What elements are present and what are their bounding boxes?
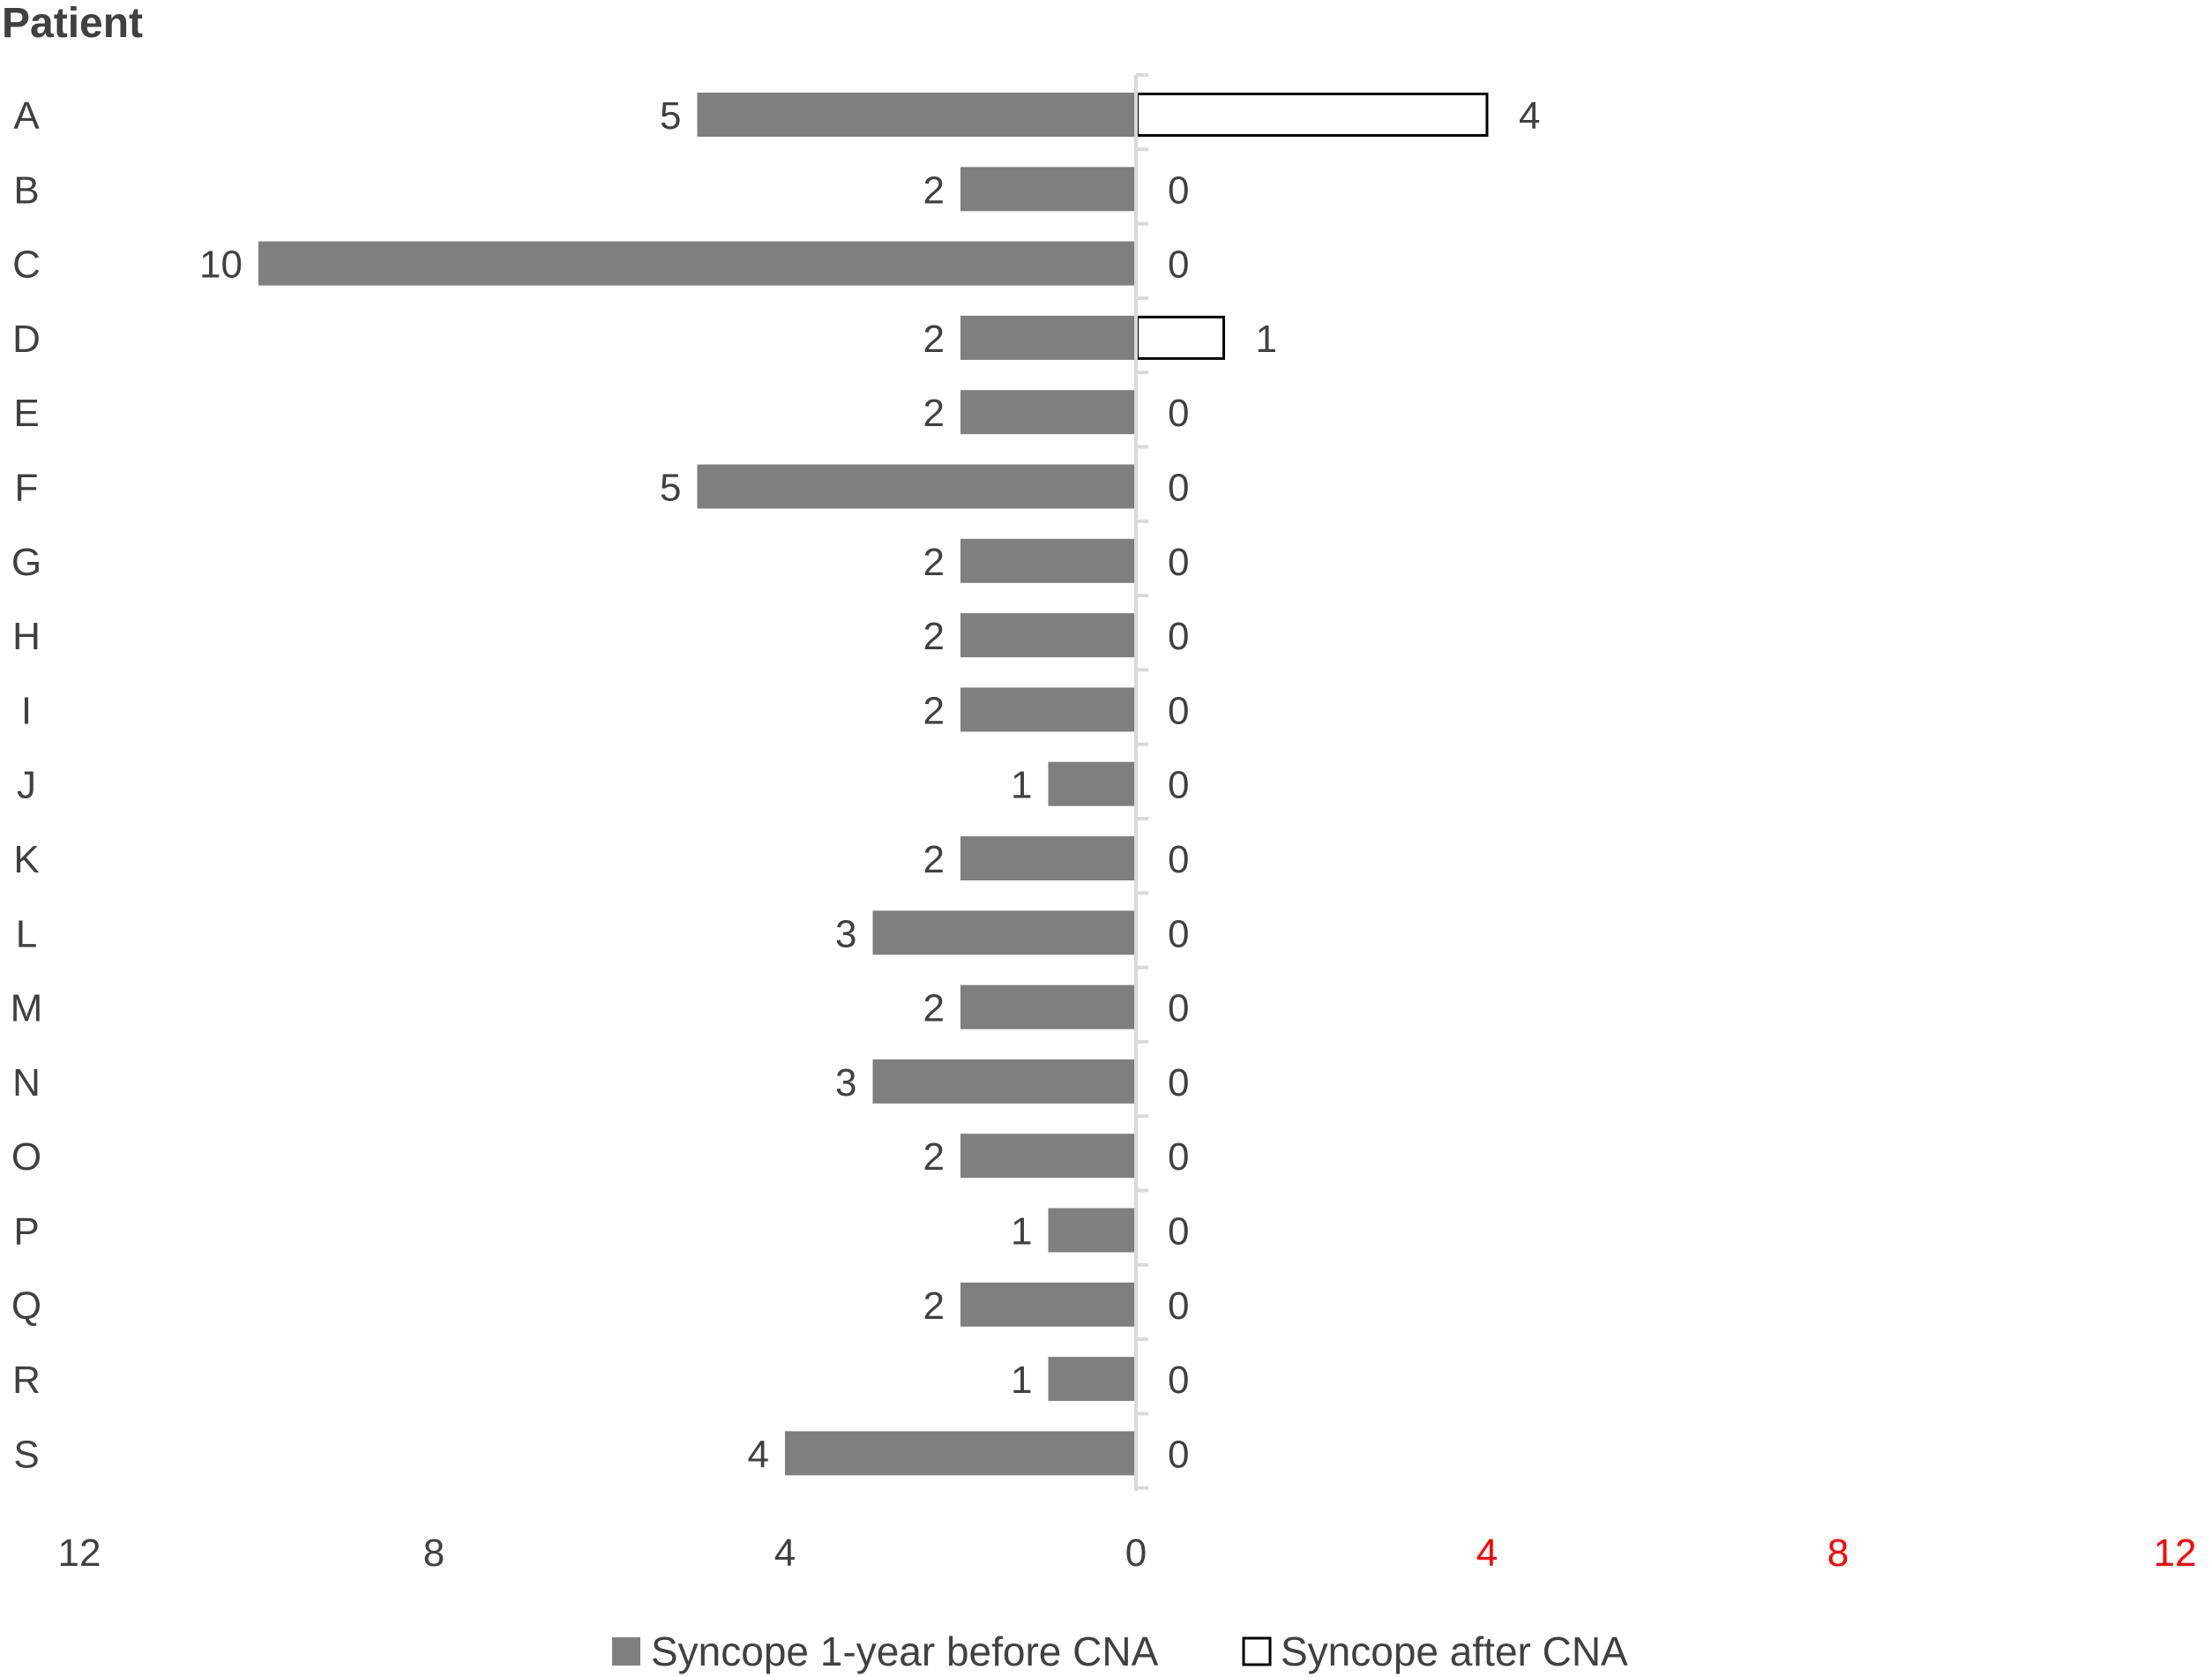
x-tick-label: 4: [1476, 1531, 1498, 1575]
category-label: I: [21, 689, 32, 732]
data-label-after: 0: [1168, 243, 1189, 287]
bar-before: [1048, 1208, 1136, 1253]
category-label: R: [12, 1359, 41, 1402]
x-tick-label: 8: [423, 1531, 445, 1575]
data-label-before: 2: [923, 689, 945, 732]
data-label-after: 0: [1168, 467, 1189, 510]
bar-before: [697, 93, 1136, 137]
category-label: Q: [11, 1284, 41, 1328]
category-label: G: [11, 541, 41, 584]
series-after-bars: [1136, 93, 1489, 360]
data-label-after: 0: [1168, 689, 1189, 732]
data-label-before: 3: [835, 1061, 856, 1104]
data-label-after: 0: [1168, 912, 1189, 955]
category-label: S: [13, 1433, 39, 1476]
data-label-after: 1: [1256, 318, 1277, 361]
bar-before: [960, 315, 1136, 360]
data-label-before: 2: [923, 541, 945, 584]
data-label-after: 0: [1168, 168, 1189, 212]
legend-label-before: Syncope 1-year before CNA: [651, 1628, 1159, 1674]
data-label-after: 0: [1168, 1135, 1189, 1179]
data-label-before: 2: [923, 168, 945, 212]
data-label-before: 2: [923, 392, 945, 435]
legend-swatch-before: [612, 1637, 640, 1666]
category-label: N: [12, 1061, 41, 1104]
data-label-before: 1: [1011, 764, 1032, 807]
category-label: F: [15, 467, 39, 510]
bar-before: [960, 836, 1136, 880]
category-label: M: [11, 987, 43, 1030]
category-label: K: [13, 838, 39, 881]
data-label-after: 0: [1168, 1359, 1189, 1402]
bar-before: [872, 1059, 1136, 1104]
data-label-after: 0: [1168, 541, 1189, 584]
bar-after: [1136, 93, 1489, 137]
category-label: C: [12, 243, 41, 287]
data-label-after: 0: [1168, 392, 1189, 435]
category-label: D: [12, 318, 41, 361]
data-label-before: 2: [923, 615, 945, 658]
data-label-before: 5: [660, 94, 681, 138]
bar-before: [872, 910, 1136, 955]
data-labels: 5 42 010 02 12 05 02 02 02 01 02 03 02 03 02 01 02 01 04 0: [199, 94, 1540, 1476]
data-label-before: 2: [923, 987, 945, 1030]
data-label-after: 0: [1168, 1284, 1189, 1328]
data-label-before: 2: [923, 1284, 945, 1328]
bar-before: [960, 538, 1136, 583]
bar-before: [960, 687, 1136, 732]
category-label: H: [12, 615, 41, 658]
category-label: P: [13, 1210, 39, 1254]
x-tick-label: 8: [1827, 1531, 1849, 1575]
category-label: A: [13, 94, 40, 138]
x-tick-label: 0: [1125, 1531, 1147, 1575]
data-label-before: 3: [835, 912, 856, 955]
data-label-after: 4: [1519, 94, 1540, 138]
series-before-bars: [258, 93, 1136, 1476]
x-tick-label: 12: [2154, 1531, 2197, 1575]
data-label-after: 0: [1168, 838, 1189, 881]
data-label-after: 0: [1168, 1433, 1189, 1476]
data-label-before: 10: [199, 243, 243, 287]
bar-before: [258, 241, 1136, 286]
data-label-before: 2: [923, 318, 945, 361]
bar-before: [960, 167, 1136, 212]
legend-swatch-after: [1242, 1636, 1272, 1666]
data-label-after: 0: [1168, 615, 1189, 658]
bar-after: [1136, 315, 1225, 360]
x-tick-labels: 12 8 4 0 4 8 12: [58, 1531, 2197, 1575]
legend-label-after: Syncope after CNA: [1281, 1628, 1628, 1674]
category-label: L: [16, 912, 37, 955]
category-label: O: [11, 1135, 41, 1179]
bar-before: [1048, 761, 1136, 806]
data-label-before: 1: [1011, 1359, 1032, 1402]
bar-before: [960, 390, 1136, 435]
y-axis-title: Patient: [2, 0, 143, 47]
data-label-after: 0: [1168, 987, 1189, 1030]
bar-before: [697, 464, 1136, 509]
category-label: B: [13, 168, 39, 212]
bar-before: [960, 984, 1136, 1029]
data-label-before: 1: [1011, 1210, 1032, 1254]
category-label: E: [13, 392, 39, 435]
data-label-before: 2: [923, 838, 945, 881]
x-tick-label: 4: [774, 1531, 796, 1575]
legend: Syncope 1-year before CNA Syncope after …: [612, 1628, 1628, 1674]
data-label-before: 5: [660, 467, 681, 510]
bar-before: [960, 613, 1136, 658]
bar-before: [1048, 1357, 1136, 1402]
category-label: J: [17, 764, 36, 807]
center-axis-ticks: [1136, 73, 1148, 1490]
bar-before: [960, 1282, 1136, 1327]
data-label-before: 4: [748, 1433, 769, 1476]
data-label-before: 2: [923, 1135, 945, 1179]
bar-before: [785, 1431, 1136, 1476]
data-label-after: 0: [1168, 1061, 1189, 1104]
x-tick-label: 12: [58, 1531, 101, 1575]
data-label-after: 0: [1168, 1210, 1189, 1254]
data-label-after: 0: [1168, 764, 1189, 807]
bar-before: [960, 1134, 1136, 1179]
